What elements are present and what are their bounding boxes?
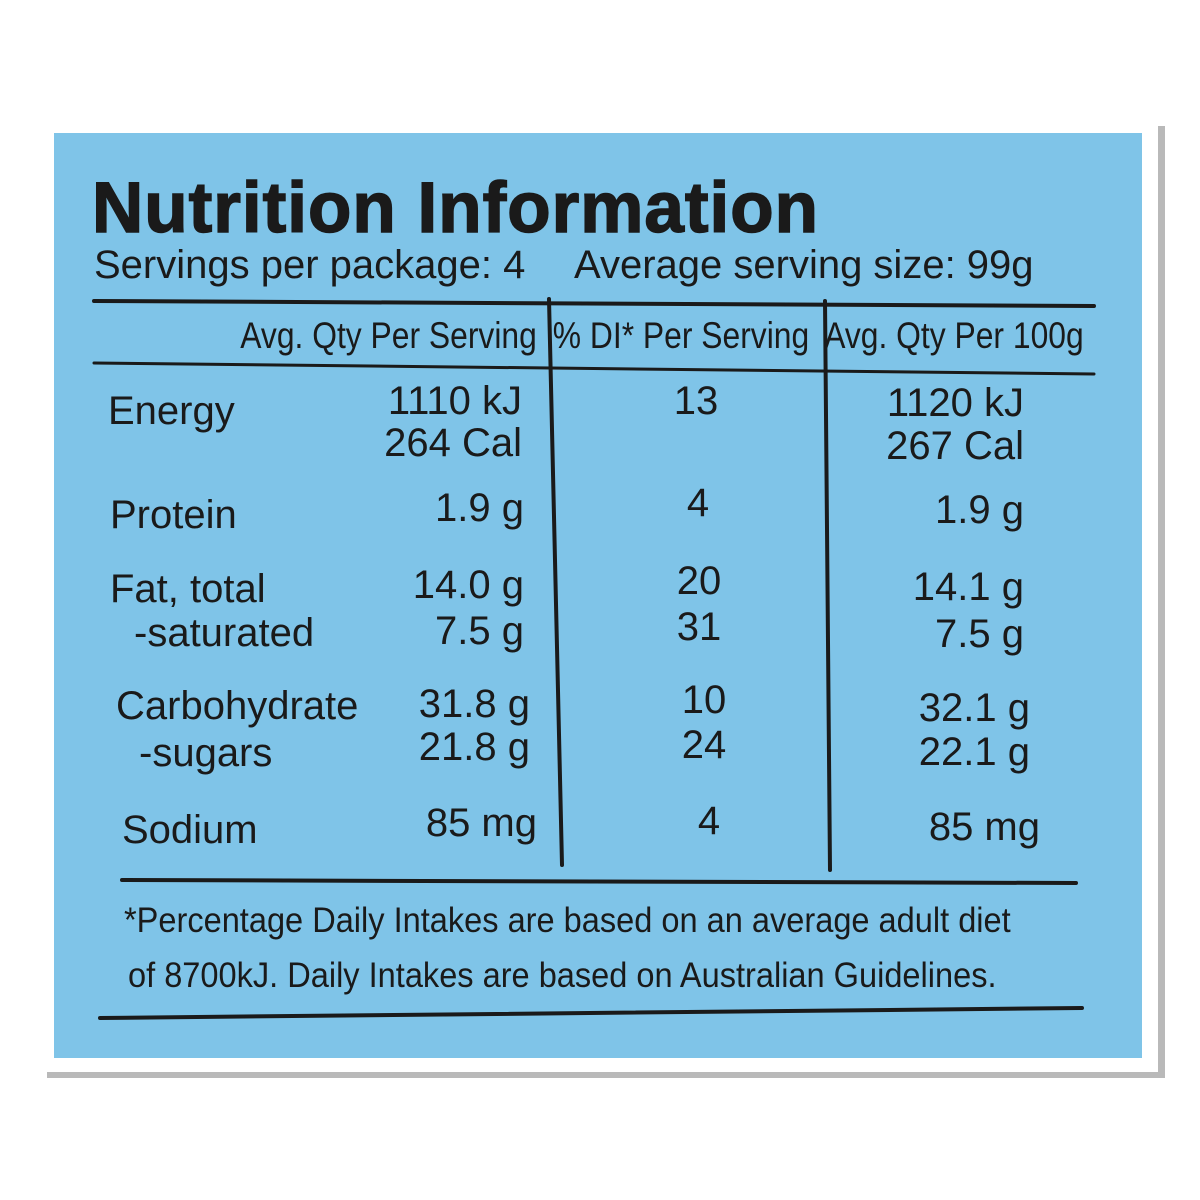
column-header-di: % DI* Per Serving [552, 315, 809, 356]
value-per-100g: 22.1 g [918, 730, 1030, 774]
value-per-100g: 14.1 g [912, 565, 1024, 609]
nutrient-name: Carbohydrate [116, 684, 359, 728]
value-di: 13 [673, 379, 719, 423]
nutrient-name: Energy [108, 389, 235, 433]
footnote-bottom-rule [98, 1006, 1084, 1020]
average-serving-size: Average serving size: 99g [574, 243, 1034, 287]
nutrient-name: -saturated [134, 611, 315, 655]
value-per-100g: 7.5 g [935, 612, 1024, 656]
nutrient-name: Fat, total [110, 567, 266, 611]
value-di: 24 [681, 723, 727, 767]
nutrition-label: Nutrition Information Servings per packa… [54, 133, 1142, 1058]
footnote-line-1: *Percentage Daily Intakes are based on a… [124, 901, 1011, 940]
table-bottom-rule [120, 878, 1078, 885]
value-per-serving: 7.5 g [435, 609, 524, 653]
value-di: 4 [697, 799, 721, 843]
column-header-per-serving: Avg. Qty Per Serving [240, 315, 537, 356]
value-per-serving: 85 mg [425, 801, 537, 845]
header-top-rule [92, 299, 1096, 308]
table-rules [92, 297, 1096, 1020]
label-title: Nutrition Information [91, 169, 819, 248]
value-per-100g: 267 Cal [886, 424, 1024, 468]
value-per-serving: 1110 kJ [387, 379, 522, 423]
nutrient-name: Sodium [122, 808, 258, 852]
servings-per-package: Servings per package: 4 [94, 243, 526, 287]
footnote-line-2: of 8700kJ. Daily Intakes are based on Au… [128, 956, 997, 995]
column-header-per-100g: Avg. Qty Per 100g [824, 315, 1084, 356]
value-per-100g: 32.1 g [918, 686, 1030, 730]
column-divider-1 [547, 297, 564, 867]
value-di: 20 [676, 559, 722, 603]
value-di: 4 [686, 481, 710, 525]
column-divider-2 [823, 299, 832, 872]
value-di: 31 [676, 605, 722, 649]
nutrient-name: Protein [110, 493, 237, 537]
value-per-serving: 21.8 g [418, 725, 530, 769]
header-bottom-rule [92, 361, 1096, 376]
value-per-serving: 1.9 g [435, 486, 524, 530]
value-per-100g: 1120 kJ [886, 381, 1024, 425]
value-di: 10 [681, 678, 727, 722]
value-per-serving: 14.0 g [412, 563, 524, 607]
value-per-100g: 1.9 g [935, 488, 1024, 532]
value-per-serving: 264 Cal [384, 421, 522, 465]
nutrient-name: -sugars [139, 731, 273, 775]
value-per-serving: 31.8 g [418, 682, 530, 726]
value-per-100g: 85 mg [928, 805, 1040, 849]
